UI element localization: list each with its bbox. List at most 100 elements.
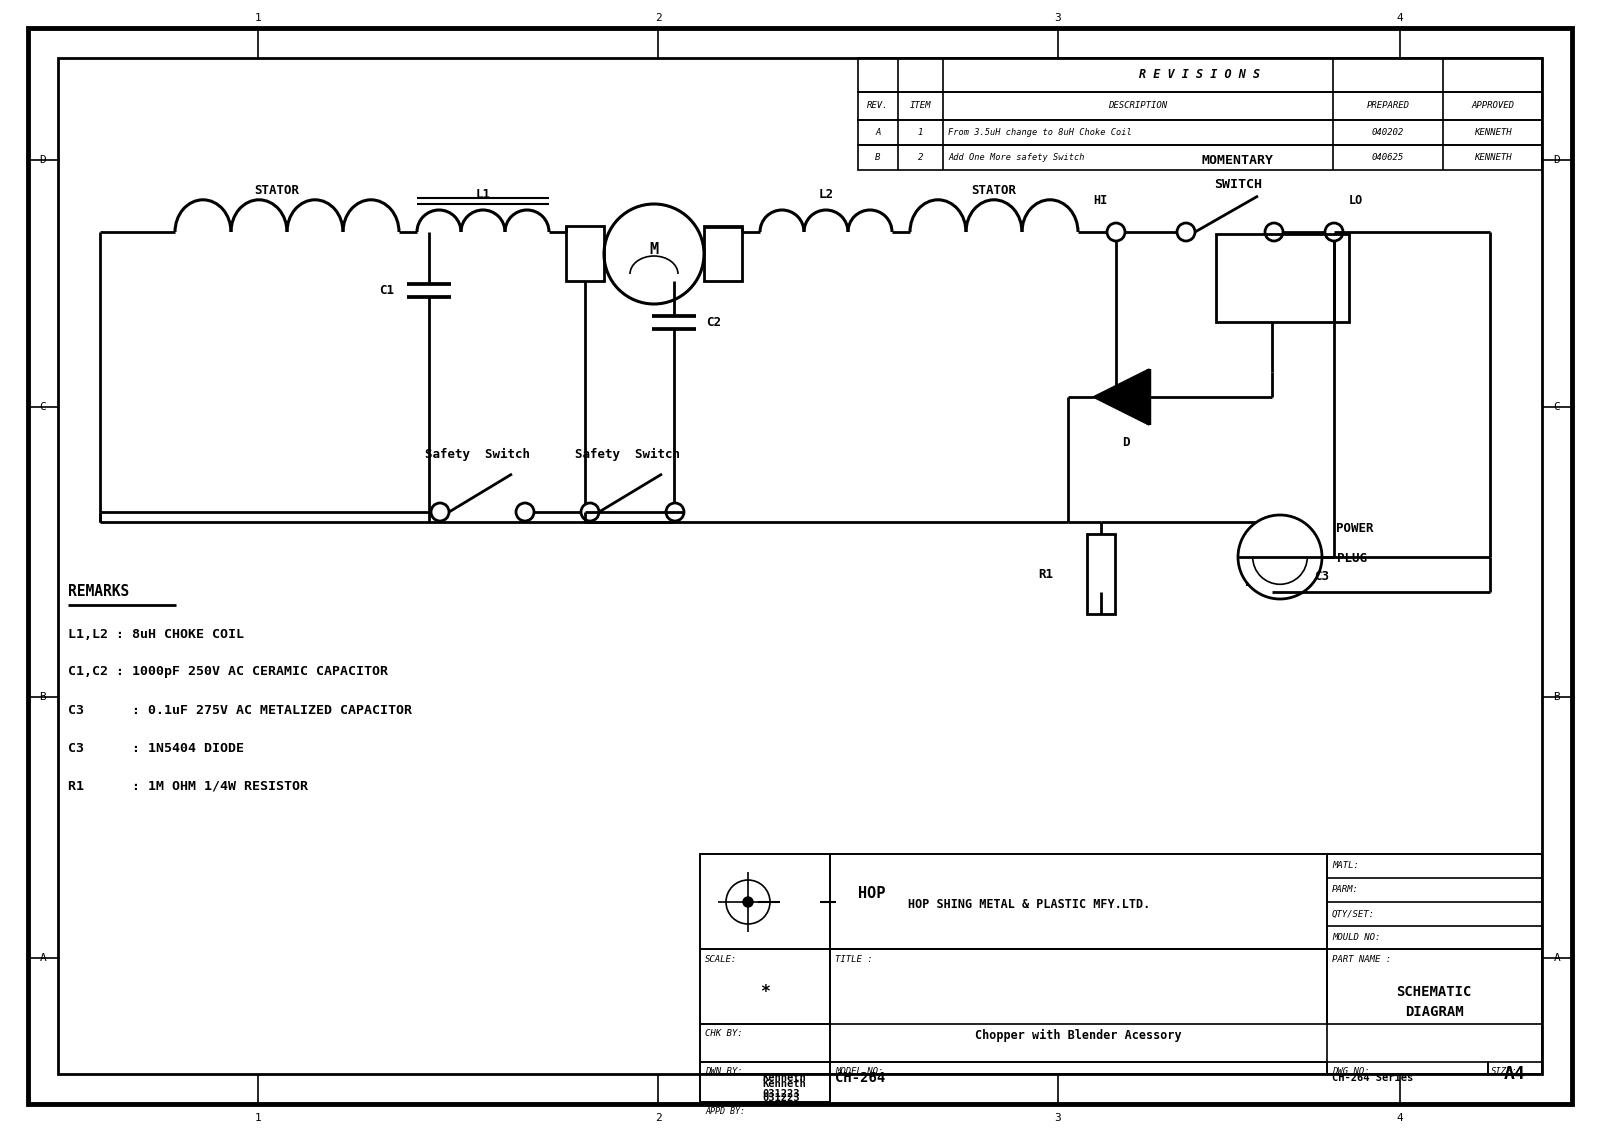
Bar — [830, 854, 1326, 949]
Text: SCALE:: SCALE: — [706, 954, 738, 963]
Text: C3      : 1N5404 DIODE: C3 : 1N5404 DIODE — [67, 741, 243, 755]
Text: L1: L1 — [475, 188, 491, 200]
Bar — [858, 92, 1542, 120]
Text: C2: C2 — [707, 316, 722, 328]
Circle shape — [1107, 223, 1125, 241]
Text: QTY/SET:: QTY/SET: — [1331, 909, 1374, 918]
Text: MATL:: MATL: — [1331, 861, 1358, 871]
Bar — [566, 226, 605, 281]
Text: L1,L2 : 8uH CHOKE COIL: L1,L2 : 8uH CHOKE COIL — [67, 627, 243, 641]
Text: REMARKS: REMARKS — [67, 584, 130, 600]
Bar — [701, 949, 830, 1024]
Text: Safety  Switch: Safety Switch — [574, 447, 680, 461]
Text: A: A — [875, 128, 880, 137]
Text: STATOR: STATOR — [254, 183, 299, 197]
Bar — [704, 226, 742, 281]
Circle shape — [1238, 515, 1322, 599]
Text: MOULD NO:: MOULD NO: — [1331, 934, 1381, 943]
Bar — [1326, 1062, 1488, 1074]
Text: A4: A4 — [1504, 1065, 1526, 1083]
Text: 2: 2 — [654, 12, 661, 23]
Text: 031223: 031223 — [762, 1089, 800, 1099]
Bar — [701, 854, 830, 949]
Text: 4: 4 — [1397, 1113, 1403, 1123]
Bar — [701, 1062, 830, 1101]
Text: B: B — [875, 153, 880, 162]
Bar — [58, 58, 1542, 1074]
Text: 2: 2 — [918, 153, 923, 162]
Bar — [1216, 234, 1349, 321]
Text: 040202: 040202 — [1371, 128, 1405, 137]
Text: Chopper with Blender Acessory: Chopper with Blender Acessory — [974, 1029, 1181, 1041]
Text: DWN BY:: DWN BY: — [706, 1067, 742, 1077]
Text: D: D — [1554, 155, 1560, 165]
Text: C: C — [40, 402, 46, 412]
Circle shape — [742, 897, 754, 907]
Text: APPD BY:: APPD BY: — [706, 1107, 746, 1116]
Text: Safety  Switch: Safety Switch — [426, 447, 530, 461]
Text: 1: 1 — [254, 1113, 261, 1123]
Text: MOMENTARY: MOMENTARY — [1202, 154, 1274, 166]
Text: PART NAME :: PART NAME : — [1331, 954, 1390, 963]
Text: KENNETH: KENNETH — [1474, 153, 1512, 162]
Text: 031223: 031223 — [762, 1094, 800, 1103]
Text: Add One More safety Switch: Add One More safety Switch — [947, 153, 1085, 162]
Bar — [858, 120, 1542, 145]
Text: A: A — [1554, 953, 1560, 963]
Text: D: D — [1122, 437, 1130, 449]
Text: POWER: POWER — [1336, 523, 1374, 535]
Circle shape — [1266, 223, 1283, 241]
Text: PLUG: PLUG — [1338, 552, 1366, 566]
Circle shape — [581, 503, 598, 521]
Text: C1: C1 — [379, 283, 395, 297]
Text: L2: L2 — [819, 188, 834, 200]
Circle shape — [666, 503, 685, 521]
Text: REV.: REV. — [867, 102, 888, 111]
Text: R1      : 1M OHM 1/4W RESISTOR: R1 : 1M OHM 1/4W RESISTOR — [67, 780, 307, 792]
Text: R E V I S I O N S: R E V I S I O N S — [1139, 69, 1261, 82]
Bar — [701, 854, 1542, 1074]
Text: TITLE :: TITLE : — [835, 954, 872, 963]
Text: C1,C2 : 1000pF 250V AC CERAMIC CAPACITOR: C1,C2 : 1000pF 250V AC CERAMIC CAPACITOR — [67, 666, 387, 678]
Text: C3      : 0.1uF 275V AC METALIZED CAPACITOR: C3 : 0.1uF 275V AC METALIZED CAPACITOR — [67, 703, 413, 717]
Bar — [701, 1024, 830, 1062]
Text: CHK BY:: CHK BY: — [706, 1029, 742, 1038]
Text: A: A — [40, 953, 46, 963]
Text: HOP SHING METAL & PLASTIC MFY.LTD.: HOP SHING METAL & PLASTIC MFY.LTD. — [909, 898, 1150, 910]
Text: HI: HI — [1093, 194, 1107, 206]
Circle shape — [1325, 223, 1342, 241]
Text: MODEL NO:: MODEL NO: — [835, 1067, 883, 1077]
Text: C: C — [1554, 402, 1560, 412]
Text: R1: R1 — [1038, 567, 1053, 581]
Bar — [1326, 949, 1542, 1024]
Text: DIAGRAM: DIAGRAM — [1405, 1005, 1464, 1019]
Bar — [830, 1062, 1326, 1074]
Text: SWITCH: SWITCH — [1214, 178, 1262, 190]
Text: SIZE:: SIZE: — [1491, 1067, 1518, 1077]
Text: SCHEMATIC: SCHEMATIC — [1397, 985, 1472, 1000]
Text: B: B — [40, 692, 46, 702]
Text: D: D — [40, 155, 46, 165]
Circle shape — [430, 503, 450, 521]
Text: ITEM: ITEM — [910, 102, 931, 111]
Bar — [1086, 534, 1115, 614]
Bar — [1488, 1062, 1542, 1074]
Text: 040625: 040625 — [1371, 153, 1405, 162]
Text: PARM:: PARM: — [1331, 885, 1358, 894]
Text: PREPARED: PREPARED — [1366, 102, 1410, 111]
Text: 3: 3 — [1054, 1113, 1061, 1123]
Text: 1: 1 — [254, 12, 261, 23]
Text: LO: LO — [1349, 194, 1363, 206]
Bar — [858, 145, 1542, 170]
Text: 1: 1 — [918, 128, 923, 137]
Text: CH-264 Series: CH-264 Series — [1331, 1073, 1413, 1083]
Text: 2: 2 — [654, 1113, 661, 1123]
Text: KENNETH: KENNETH — [1474, 128, 1512, 137]
Polygon shape — [1093, 369, 1149, 424]
Text: C3: C3 — [1315, 569, 1330, 583]
Text: 4: 4 — [1397, 12, 1403, 23]
Text: B: B — [1554, 692, 1560, 702]
Text: From 3.5uH change to 8uH Choke Coil: From 3.5uH change to 8uH Choke Coil — [947, 128, 1131, 137]
Bar — [830, 949, 1326, 1062]
Text: STATOR: STATOR — [971, 183, 1016, 197]
